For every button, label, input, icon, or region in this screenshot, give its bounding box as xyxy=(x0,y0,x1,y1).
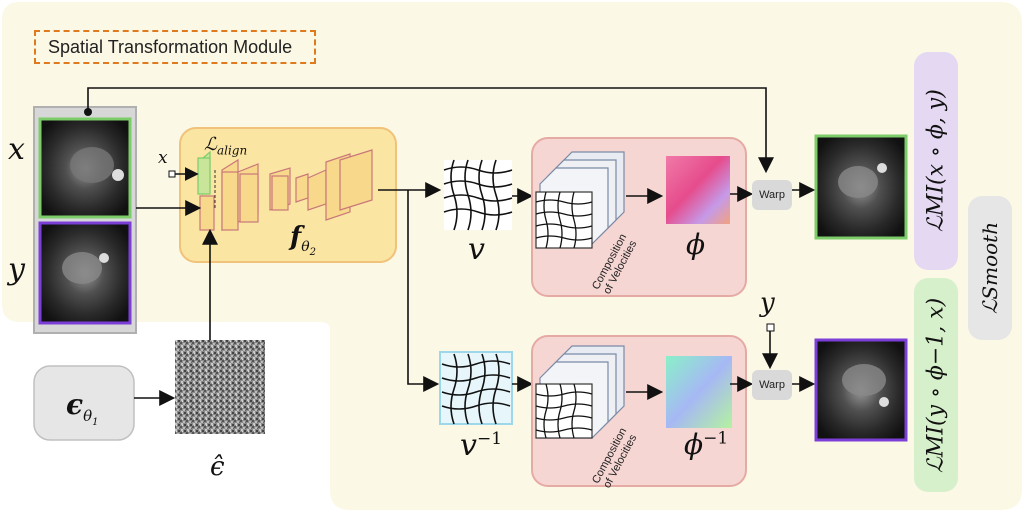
phi-label: ϕ xyxy=(686,228,706,261)
network-label: fθ2 xyxy=(290,222,316,258)
v-label: v xyxy=(468,232,485,267)
align-loss-label: ℒalign xyxy=(204,134,248,158)
smooth-loss: ℒSmooth xyxy=(968,196,1012,340)
y-label: y xyxy=(8,252,25,287)
noise-model-box xyxy=(33,365,135,441)
mi-forward-loss: ℒMI(x ∘ ϕ, y) xyxy=(914,52,958,270)
module-title: Spatial Transformation Module xyxy=(34,30,316,64)
warp-box-bottom: Warp xyxy=(752,370,792,400)
phi-inverse-label: ϕ−1 xyxy=(684,428,729,461)
v-inverse-label: v−1 xyxy=(460,428,503,463)
noise-image xyxy=(175,340,265,434)
cube-stack-top xyxy=(535,151,625,249)
y-small-label: y xyxy=(760,288,775,318)
warp-box-top: Warp xyxy=(752,180,792,210)
x-small-label: x xyxy=(158,148,168,168)
network-layers xyxy=(197,149,373,232)
phi-field xyxy=(666,156,730,224)
noise-label: ϵ̂ xyxy=(210,452,225,482)
x-label: x xyxy=(8,132,25,167)
mi-inverse-loss: ℒMI(y ∘ ϕ−1, x) xyxy=(914,278,958,492)
noise-model-label: ϵθ1 xyxy=(66,388,99,428)
phi-inverse-field xyxy=(666,356,732,428)
